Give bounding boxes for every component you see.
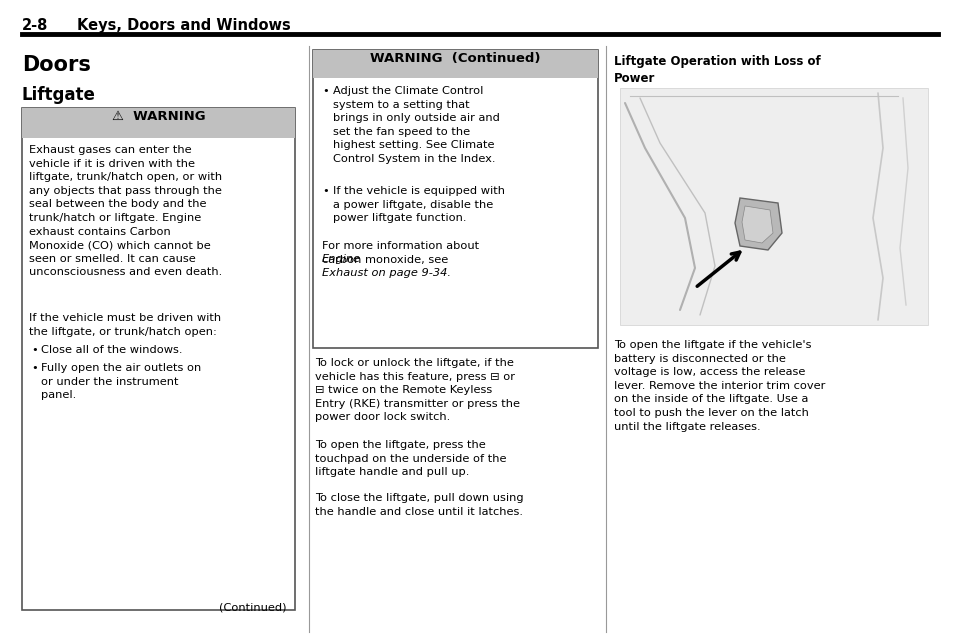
- Text: Close all of the windows.: Close all of the windows.: [41, 345, 182, 355]
- Text: ⚠  WARNING: ⚠ WARNING: [112, 110, 205, 123]
- Polygon shape: [741, 206, 772, 243]
- Bar: [313, 50, 598, 78]
- Text: Keys, Doors and Windows: Keys, Doors and Windows: [77, 18, 291, 33]
- Text: If the vehicle is equipped with
a power liftgate, disable the
power liftgate fun: If the vehicle is equipped with a power …: [333, 186, 504, 223]
- Text: WARNING  (Continued): WARNING (Continued): [370, 52, 540, 65]
- Text: Fully open the air outlets on
or under the instrument
panel.: Fully open the air outlets on or under t…: [41, 363, 201, 400]
- Text: Doors: Doors: [22, 55, 91, 75]
- Bar: [619, 88, 927, 325]
- Text: Adjust the Climate Control
system to a setting that
brings in only outside air a: Adjust the Climate Control system to a s…: [333, 86, 499, 164]
- Text: •: •: [30, 363, 38, 373]
- Text: Liftgate: Liftgate: [22, 86, 95, 104]
- Text: 2-8: 2-8: [22, 18, 49, 33]
- Text: To lock or unlock the liftgate, if the
vehicle has this feature, press ⊟ or
⊟ tw: To lock or unlock the liftgate, if the v…: [314, 358, 519, 422]
- Bar: [619, 88, 927, 325]
- Text: •: •: [322, 86, 329, 96]
- Text: If the vehicle must be driven with
the liftgate, or trunk/hatch open:: If the vehicle must be driven with the l…: [29, 313, 221, 337]
- Text: Exhaust gases can enter the
vehicle if it is driven with the
liftgate, trunk/hat: Exhaust gases can enter the vehicle if i…: [29, 145, 222, 278]
- Text: •: •: [30, 345, 38, 355]
- Text: •: •: [322, 186, 329, 196]
- Bar: [22, 108, 294, 610]
- Text: For more information about
carbon monoxide, see: For more information about carbon monoxi…: [322, 241, 478, 265]
- Text: To open the liftgate, press the
touchpad on the underside of the
liftgate handle: To open the liftgate, press the touchpad…: [314, 440, 506, 477]
- Text: To open the liftgate if the vehicle's
battery is disconnected or the
voltage is : To open the liftgate if the vehicle's ba…: [614, 340, 824, 431]
- Text: To close the liftgate, pull down using
the handle and close until it latches.: To close the liftgate, pull down using t…: [314, 493, 523, 517]
- Bar: [22, 108, 294, 138]
- Text: Liftgate Operation with Loss of
Power: Liftgate Operation with Loss of Power: [614, 55, 820, 84]
- Polygon shape: [734, 198, 781, 250]
- Text: Engine
Exhaust on page 9-34.: Engine Exhaust on page 9-34.: [322, 254, 451, 278]
- Text: (Continued): (Continued): [219, 602, 287, 612]
- Bar: [313, 50, 598, 348]
